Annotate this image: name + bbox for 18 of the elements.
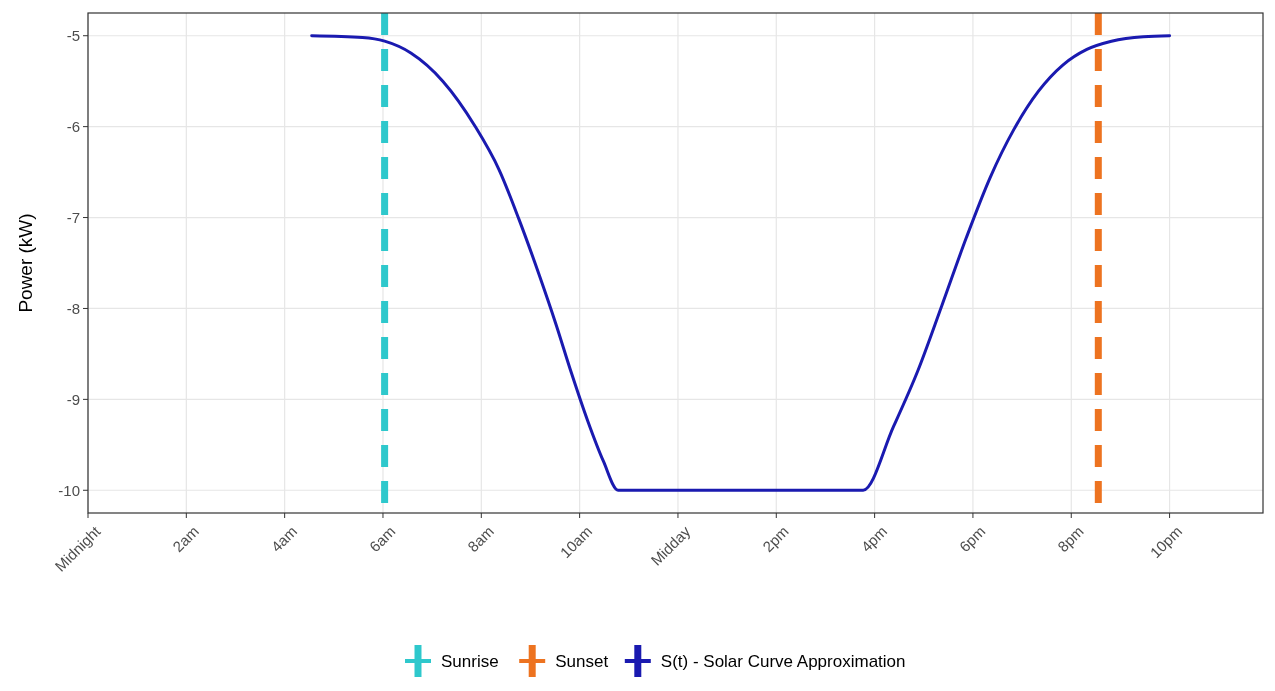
y-tick-label: -9 xyxy=(66,390,80,408)
x-tick-label: 2am xyxy=(169,522,202,556)
x-tick-label: 8pm xyxy=(1054,522,1087,556)
x-tick-label: 4am xyxy=(267,522,301,556)
y-tick-label: -8 xyxy=(66,299,80,317)
y-axis-title: Power (kW) xyxy=(15,213,36,313)
x-tick-label: 6am xyxy=(365,522,399,556)
y-tick-label: -6 xyxy=(66,117,80,135)
x-tick-label: 2pm xyxy=(759,522,792,556)
x-tick-label: 8am xyxy=(464,522,497,556)
legend-label: S(t) - Solar Curve Approximation xyxy=(660,651,906,671)
x-tick-label: 6pm xyxy=(955,522,989,556)
x-tick-label: 4pm xyxy=(857,522,891,556)
y-tick-label: -10 xyxy=(58,481,80,499)
y-tick-label: -5 xyxy=(66,26,80,44)
legend-label: Sunset xyxy=(555,651,609,671)
legend-label: Sunrise xyxy=(441,651,499,671)
y-tick-label: -7 xyxy=(66,208,80,226)
